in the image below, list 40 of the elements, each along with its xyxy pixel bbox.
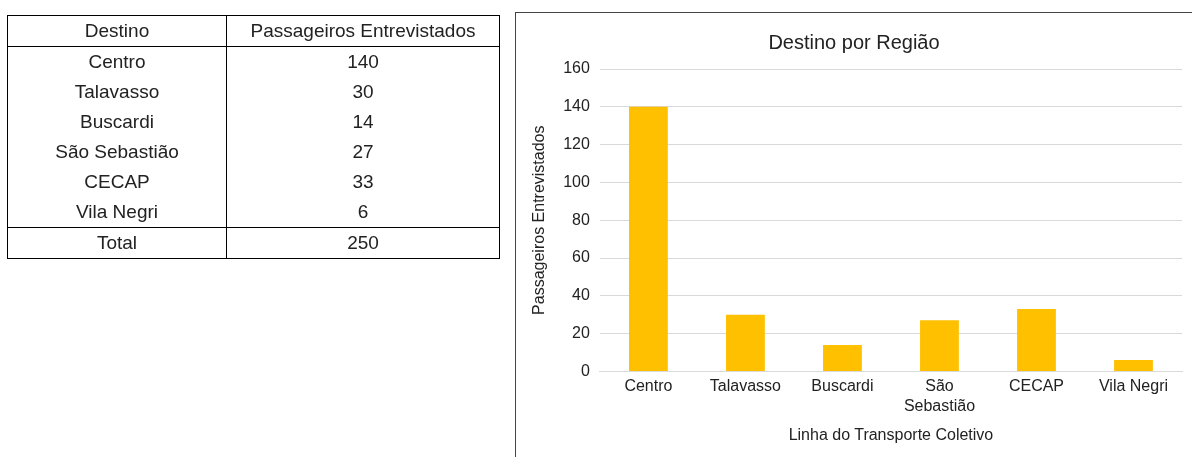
y-tick-label: 60 — [572, 248, 590, 266]
category-label: Vila Negri — [7, 197, 227, 228]
text: 250 — [226, 227, 500, 259]
y-tick-label: 160 — [563, 59, 590, 77]
y-tick-label: 120 — [563, 135, 590, 153]
category-label: Talavasso — [7, 77, 227, 107]
data-label: 30 — [351, 80, 375, 104]
bar — [629, 106, 668, 371]
y-tick-label: 40 — [572, 286, 590, 304]
y-tick-label: 80 — [572, 210, 590, 228]
data-label: 6 — [356, 200, 370, 224]
y-axis-title: Passageiros Entrevistados — [530, 125, 548, 315]
bar — [726, 314, 765, 371]
data-label: 14 — [351, 110, 375, 134]
x-tick-label: Centro — [624, 377, 673, 395]
x-tick-label: São Sebastião — [903, 377, 976, 414]
x-tick-label: Buscardi — [811, 377, 874, 395]
category-label: São Sebastião — [7, 137, 227, 167]
bar — [1017, 309, 1056, 371]
y-tick-label: 100 — [563, 172, 590, 190]
x-tick-label: Talavasso — [709, 377, 782, 395]
y-tick-label: 20 — [572, 324, 590, 342]
text: Destino — [7, 15, 227, 47]
text: Passageiros Entrevistados — [226, 15, 500, 47]
bar — [823, 344, 862, 371]
data-label: 140 — [346, 50, 380, 74]
category-label: Centro — [7, 46, 227, 77]
category-label: CECAP — [7, 167, 227, 197]
bar — [920, 320, 959, 371]
text: Total — [7, 227, 227, 259]
chart-title: Destino por Região — [768, 30, 940, 53]
category-label: Buscardi — [7, 107, 227, 137]
x-tick-label: CECAP — [1008, 377, 1065, 395]
y-tick-label: 140 — [563, 97, 590, 115]
data-label: 33 — [351, 170, 375, 194]
x-tick-label: Vila Negri — [1098, 377, 1169, 395]
y-tick-label: 0 — [580, 361, 590, 379]
x-axis-title: Linha do Transporte Coletivo — [788, 425, 994, 443]
bar — [1114, 360, 1153, 371]
data-label: 27 — [351, 140, 375, 164]
